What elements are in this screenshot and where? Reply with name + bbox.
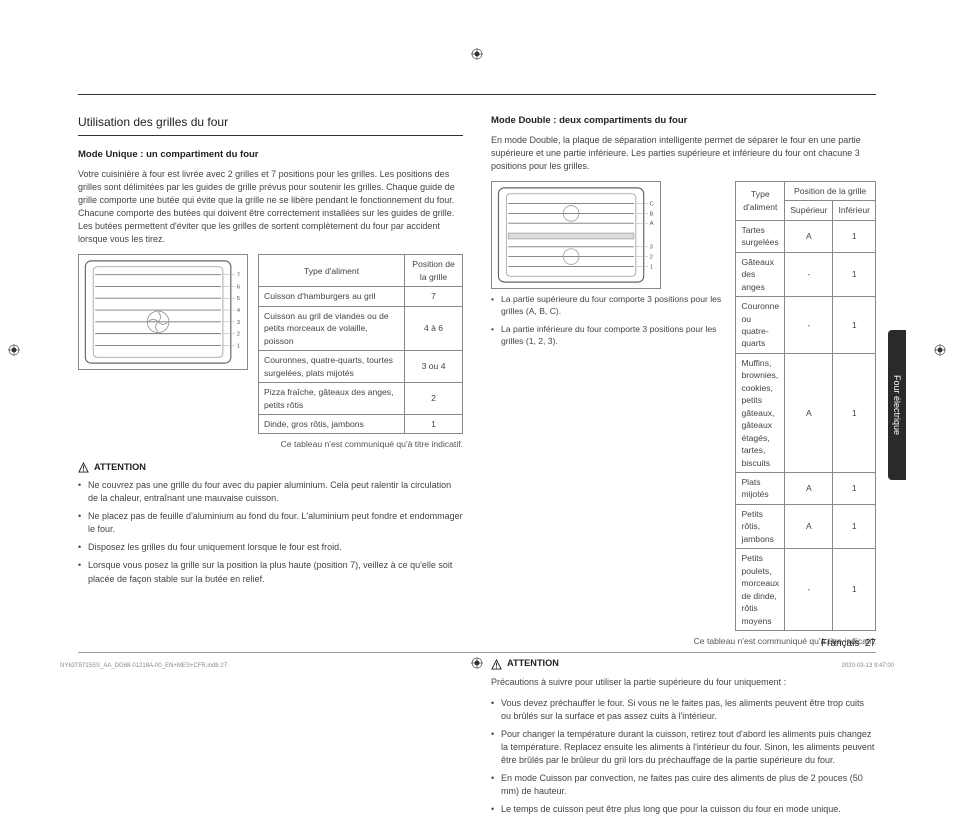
list-item: La partie supérieure du four comporte 3 …: [491, 293, 725, 318]
right-subhead: Mode Double : deux compartiments du four: [491, 114, 876, 128]
warning-icon: [78, 462, 89, 473]
right-intro: En mode Double, la plaque de séparation …: [491, 134, 876, 173]
oven-figure-single: 7 6 5 4 3 2 1: [78, 254, 248, 370]
table-row: Tartes surgeléesA1: [736, 220, 876, 252]
th-upper: Supérieur: [785, 201, 833, 220]
registration-mark-left: [8, 344, 20, 356]
rack-label: 1: [650, 264, 653, 270]
rack-label: 6: [237, 285, 241, 291]
bottom-rule: [78, 652, 876, 653]
left-subhead: Mode Unique : un compartiment du four: [78, 148, 463, 162]
content-columns: Utilisation des grilles du four Mode Uni…: [78, 114, 876, 639]
rack-label: 3: [650, 245, 654, 251]
list-item: Ne couvrez pas une grille du four avec d…: [78, 479, 463, 505]
page-footer-right: Français 27: [821, 638, 876, 649]
list-item: Disposez les grilles du four uniquement …: [78, 541, 463, 554]
registration-mark-top: [471, 48, 483, 60]
rack-label: 1: [237, 344, 240, 350]
rack-label: 4: [237, 308, 241, 314]
th-pos: Position de la grille: [785, 181, 876, 200]
right-bullets: Vous devez préchauffer le four. Si vous …: [491, 697, 876, 816]
attention-label: ATTENTION: [507, 657, 559, 670]
rack-label: 7: [237, 273, 240, 279]
th-pos: Position de la grille: [405, 255, 463, 287]
table-row: Plats mijotésA1: [736, 472, 876, 504]
th-food: Type d'aliment: [259, 255, 405, 287]
oven-figure-double: C B A 3 2 1: [491, 181, 661, 289]
list-item: En mode Cuisson par convection, ne faite…: [491, 772, 876, 798]
attention-label: ATTENTION: [94, 461, 146, 474]
rack-table-double: Type d'aliment Position de la grille Sup…: [735, 181, 876, 631]
left-intro: Votre cuisinière à four est livrée avec …: [78, 168, 463, 246]
rack-label: A: [650, 221, 654, 227]
list-item: La partie inférieure du four comporte 3 …: [491, 323, 725, 348]
rack-label: B: [650, 211, 654, 217]
right-figure-table-row: C B A 3 2 1: [491, 181, 876, 631]
table-row: Dinde, gros rôtis, jambons1: [259, 414, 463, 433]
right-table-wrap: Type d'aliment Position de la grille Sup…: [735, 181, 876, 631]
rack-label: 5: [237, 297, 241, 303]
th-food: Type d'aliment: [736, 181, 785, 220]
list-item: Vous devez préchauffer le four. Si vous …: [491, 697, 876, 723]
table-row: Petits rôtis, jambonsA1: [736, 504, 876, 548]
table-row: Gâteaux des anges-1: [736, 252, 876, 296]
list-item: Pour changer la température durant la cu…: [491, 728, 876, 767]
footer-time: 2020-03-13 9:47:00: [842, 663, 894, 669]
right-table-note: Ce tableau n'est communiqué qu'à titre i…: [491, 635, 876, 647]
table-row: Cuisson d'hamburgers au gril7: [259, 287, 463, 306]
rack-table-single: Type d'aliment Position de la grille Cui…: [258, 254, 463, 434]
right-column: Mode Double : deux compartiments du four…: [491, 114, 876, 639]
table-row: Couronne ou quatre-quarts-1: [736, 297, 876, 354]
table-row: Muffins, brownies, cookies, petits gâtea…: [736, 353, 876, 472]
list-item: Ne placez pas de feuille d'aluminium au …: [78, 510, 463, 536]
left-column: Utilisation des grilles du four Mode Uni…: [78, 114, 463, 639]
top-rule: [78, 94, 876, 95]
rack-label: 2: [650, 254, 653, 260]
attention-heading-right: ATTENTION: [491, 657, 876, 670]
table-row: Cuisson au gril de viandes ou de petits …: [259, 306, 463, 350]
precaution-intro: Précautions à suivre pour utiliser la pa…: [491, 676, 876, 689]
page-number: 27: [865, 638, 876, 649]
table-row: Couronnes, quatre-quarts, tourtes surgel…: [259, 351, 463, 383]
right-fig-bullets: La partie supérieure du four comporte 3 …: [491, 293, 725, 353]
rack-label: 3: [237, 320, 241, 326]
left-bullets: Ne couvrez pas une grille du four avec d…: [78, 479, 463, 585]
registration-mark-right: [934, 344, 946, 356]
th-lower: Inférieur: [833, 201, 876, 220]
left-figure-table-row: 7 6 5 4 3 2 1: [78, 254, 463, 434]
footer-file: NY63T8715SS_AA_DG68-01218A-00_EN+MES+CFR…: [60, 663, 227, 669]
manual-page: Utilisation des grilles du four Mode Uni…: [0, 0, 954, 699]
registration-mark-bottom: [471, 657, 483, 669]
attention-heading-left: ATTENTION: [78, 461, 463, 474]
section-title: Utilisation des grilles du four: [78, 114, 463, 136]
rack-label: 2: [237, 332, 240, 338]
list-item: Lorsque vous posez la grille sur la posi…: [78, 559, 463, 585]
warning-icon: [491, 659, 502, 670]
language-label: Français: [821, 638, 859, 649]
list-item: Le temps de cuisson peut être plus long …: [491, 803, 876, 816]
side-tab: Four électrique: [888, 330, 906, 480]
left-table-note: Ce tableau n'est communiqué qu'à titre i…: [78, 438, 463, 450]
table-row: Petits poulets, morceaux de dinde, rôtis…: [736, 549, 876, 631]
left-table-wrap: Type d'aliment Position de la grille Cui…: [258, 254, 463, 434]
rack-label: C: [650, 201, 655, 207]
table-row: Pizza fraîche, gâteaux des anges, petits…: [259, 383, 463, 415]
right-figure-block: C B A 3 2 1: [491, 181, 725, 631]
